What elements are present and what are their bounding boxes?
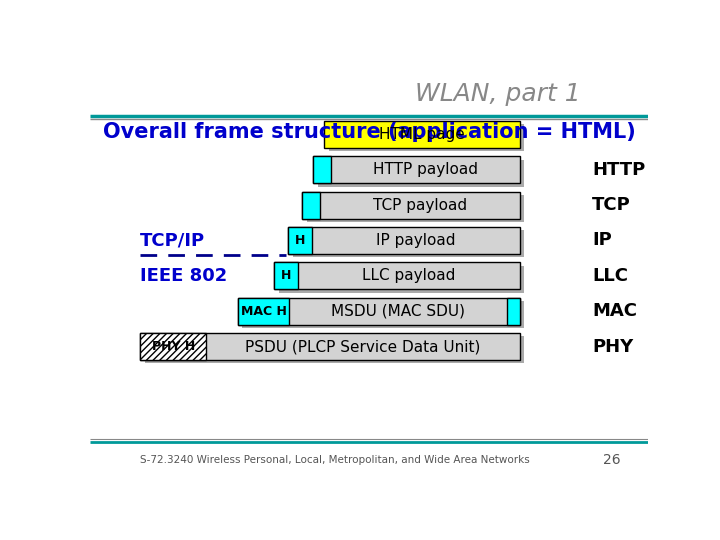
Text: H: H	[294, 234, 305, 247]
Bar	[145, 336, 524, 363]
Bar	[324, 121, 520, 148]
Text: IP: IP	[593, 232, 612, 249]
Bar	[288, 227, 520, 254]
Text: TCP: TCP	[593, 196, 631, 214]
Text: TCP/IP: TCP/IP	[140, 231, 205, 249]
Bar	[274, 262, 520, 289]
Text: MSDU (MAC SDU): MSDU (MAC SDU)	[331, 303, 465, 319]
Text: TCP payload: TCP payload	[373, 198, 467, 213]
Text: LLC: LLC	[593, 267, 628, 285]
Bar	[307, 195, 524, 222]
Bar	[292, 230, 524, 258]
Text: Overall frame structure (application = HTML): Overall frame structure (application = H…	[103, 122, 635, 142]
Text: HTTP: HTTP	[593, 161, 645, 179]
Text: WLAN, part 1: WLAN, part 1	[415, 82, 581, 106]
Bar	[140, 333, 206, 360]
Bar	[140, 333, 520, 360]
Text: MAC H: MAC H	[240, 305, 287, 318]
Bar	[279, 266, 524, 293]
Bar	[288, 227, 312, 254]
Text: 26: 26	[603, 453, 621, 467]
Bar	[238, 298, 289, 325]
Text: HTML page: HTML page	[379, 127, 465, 142]
Text: PHY H: PHY H	[151, 340, 195, 353]
Text: H: H	[281, 269, 291, 282]
Bar	[329, 124, 524, 151]
Bar	[274, 262, 297, 289]
Text: HTTP payload: HTTP payload	[373, 163, 478, 177]
Bar	[313, 156, 520, 183]
Text: IP payload: IP payload	[376, 233, 455, 248]
Bar	[318, 160, 524, 187]
Text: PHY: PHY	[593, 338, 634, 355]
Text: LLC payload: LLC payload	[362, 268, 455, 284]
Bar	[302, 192, 520, 219]
Bar	[313, 156, 331, 183]
Bar	[243, 301, 524, 328]
Bar	[508, 298, 520, 325]
Text: MAC: MAC	[593, 302, 637, 320]
Bar	[302, 192, 320, 219]
Text: S-72.3240 Wireless Personal, Local, Metropolitan, and Wide Area Networks: S-72.3240 Wireless Personal, Local, Metr…	[140, 455, 530, 465]
Text: IEEE 802: IEEE 802	[140, 267, 228, 285]
Text: PSDU (PLCP Service Data Unit): PSDU (PLCP Service Data Unit)	[246, 339, 480, 354]
Bar	[238, 298, 520, 325]
